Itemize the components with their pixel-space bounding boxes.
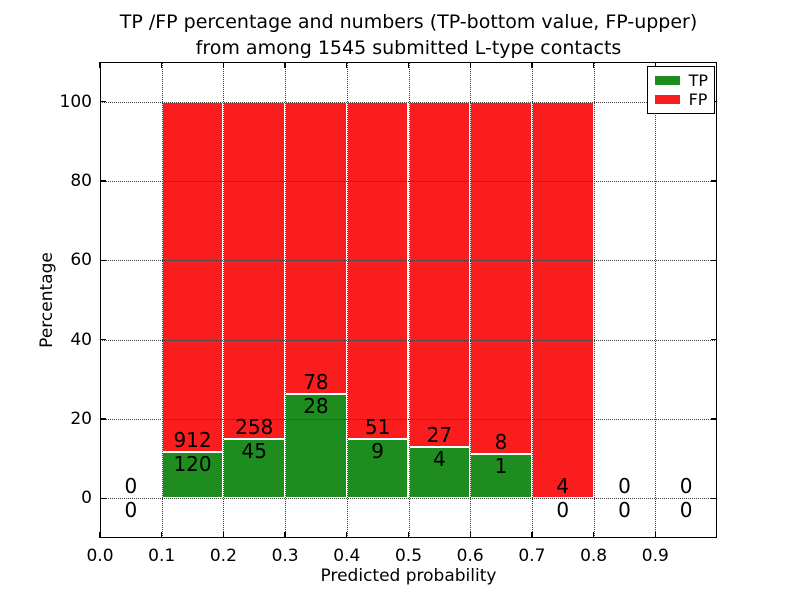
y-tick-label: 80: [70, 171, 92, 191]
y-tick-label: 100: [59, 91, 92, 112]
x-tick-label: 0.2: [209, 546, 237, 566]
tp-count-label: 120: [173, 452, 212, 477]
x-tick-bottom: [99, 532, 101, 538]
fp-count-label: 258: [235, 415, 274, 440]
x-tick-top: [99, 62, 101, 68]
bar-tp-segment: [223, 439, 286, 499]
y-tick-left: [100, 100, 106, 103]
tp-count-label: 0: [618, 498, 631, 523]
x-gridline: [223, 62, 225, 538]
chart-title-line2: from among 1545 submitted L-type contact…: [195, 37, 622, 59]
x-gridline: [408, 62, 410, 538]
x-gridline: [470, 62, 472, 538]
x-tick-label: 0.4: [333, 546, 361, 566]
chart-title: TP /FP percentage and numbers (TP-bottom…: [100, 9, 717, 61]
x-tick-label: 0.7: [518, 546, 546, 566]
bar-fp-segment: [408, 101, 471, 448]
bar-fp-segment: [470, 101, 532, 455]
x-tick-top: [222, 62, 225, 68]
x-tick-label: 0.5: [394, 546, 423, 566]
x-tick-bottom: [222, 532, 225, 538]
fp-count-label: 0: [124, 474, 138, 499]
x-tick-top: [592, 62, 595, 68]
bar-tp-segment: [346, 438, 409, 499]
fp-legend-label: FP: [688, 90, 708, 109]
bar-fp-segment: [161, 101, 224, 453]
fp-count-label: 51: [364, 414, 391, 439]
tp-count-label: 0: [124, 498, 138, 523]
legend-item-tp: TP: [654, 71, 708, 90]
x-gridline: [531, 62, 533, 538]
x-gridline: [593, 62, 595, 538]
x-tick-bottom: [161, 532, 163, 538]
x-tick-label: 0.3: [271, 546, 299, 566]
fp-count-label: 78: [303, 369, 329, 394]
fp-count-label: 0: [679, 474, 693, 499]
x-tick-bottom: [531, 532, 533, 538]
x-gridline: [346, 62, 348, 538]
y-tick-label: 20: [70, 409, 92, 429]
y-tick-left: [100, 180, 106, 182]
legend: TP FP: [646, 66, 715, 114]
x-tick-label: 0.6: [456, 546, 484, 566]
fp-count-label: 0: [618, 474, 631, 499]
x-tick-label: 0.0: [86, 546, 114, 566]
tp-count-label: 45: [241, 439, 267, 464]
x-tick-bottom: [654, 532, 656, 538]
x-gridline: [285, 62, 287, 538]
bar-fp-segment: [531, 101, 594, 499]
tp-count-label: 1: [494, 454, 508, 479]
y-tick-right: [711, 418, 717, 420]
x-tick-label: 0.9: [641, 546, 669, 566]
x-tick-top: [469, 62, 471, 68]
tp-count-label: 0: [556, 498, 570, 523]
x-gridline: [161, 62, 163, 538]
tp-count-label: 9: [371, 438, 384, 463]
tp-legend-label: TP: [688, 71, 708, 90]
y-tick-right: [711, 259, 717, 262]
y-tick-label: 0: [81, 488, 92, 509]
y-tick-right: [711, 338, 717, 341]
y-tick-left: [100, 338, 106, 341]
x-tick-top: [346, 62, 348, 68]
fp-count-label: 912: [173, 428, 212, 453]
x-tick-top: [531, 62, 533, 68]
fp-count-label: 27: [426, 423, 453, 448]
x-tick-bottom: [284, 532, 286, 538]
bar-fp-segment: [285, 101, 347, 394]
y-tick-left: [100, 418, 106, 420]
bar-fp-segment: [346, 101, 409, 439]
x-gridline: [655, 62, 657, 538]
y-tick-label: 40: [70, 329, 92, 350]
y-tick-label: 60: [70, 250, 92, 271]
y-tick-right: [711, 180, 717, 182]
x-axis-label: Predicted probability: [320, 566, 497, 586]
tp-count-label: 28: [303, 393, 329, 418]
x-tick-bottom: [407, 532, 410, 538]
y-tick-left: [100, 497, 106, 500]
y-tick-left: [100, 259, 106, 262]
x-tick-top: [407, 62, 410, 68]
x-tick-bottom: [346, 532, 348, 538]
x-tick-top: [654, 62, 656, 68]
x-tick-bottom: [592, 532, 595, 538]
chart-title-line1: TP /FP percentage and numbers (TP-bottom…: [119, 11, 698, 33]
tp-count-label: 0: [679, 498, 693, 523]
x-tick-top: [284, 62, 286, 68]
tp-legend-swatch: [654, 76, 680, 85]
fp-legend-swatch: [654, 95, 680, 104]
bar-tp-segment: [470, 454, 532, 499]
legend-item-fp: FP: [654, 90, 708, 109]
y-tick-right: [711, 497, 717, 500]
x-tick-top: [161, 62, 163, 68]
x-tick-label: 0.1: [148, 546, 176, 566]
x-tick-label: 0.8: [580, 546, 608, 566]
plot-area: TP FP: [99, 62, 717, 538]
fp-count-label: 8: [494, 430, 508, 455]
tp-count-label: 4: [432, 447, 446, 472]
bar-fp-segment: [223, 101, 286, 440]
x-tick-bottom: [469, 532, 471, 538]
fp-count-label: 4: [556, 474, 570, 499]
